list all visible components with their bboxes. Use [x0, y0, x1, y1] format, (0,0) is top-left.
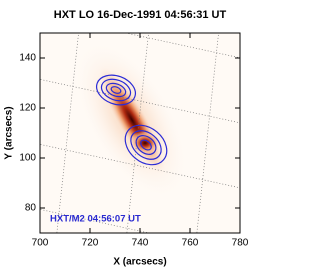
contours — [96, 74, 168, 166]
x-tick-label: 740 — [132, 238, 149, 249]
helio-grid — [124, 33, 240, 59]
x-tick-label: 760 — [182, 238, 199, 249]
chart-title: HXT LO 16-Dec-1991 04:56:31 UT — [54, 9, 227, 21]
annotation: HXT/M2 04:56:07 UT — [50, 214, 141, 225]
helio-grid — [126, 33, 149, 233]
contour — [110, 86, 122, 94]
contour — [124, 124, 168, 166]
contour — [100, 78, 132, 102]
helio-grid — [196, 33, 219, 233]
y-tick-label: 140 — [19, 53, 36, 64]
helio-grid — [40, 208, 151, 233]
x-tick-label: 780 — [232, 238, 249, 249]
helio-grid — [56, 33, 79, 233]
y-tick-label: 100 — [19, 153, 36, 164]
contour — [96, 74, 136, 106]
helio-grid — [40, 143, 240, 189]
y-tick-label: 120 — [19, 103, 36, 114]
y-axis-label: Y (arcsecs) — [4, 106, 15, 159]
helio-grid — [40, 78, 240, 124]
x-tick-label: 720 — [82, 238, 99, 249]
x-tick-label: 700 — [32, 238, 49, 249]
chart: HXT LO 16-Dec-1991 04:56:31 UT X (arcsec… — [4, 9, 249, 268]
contour — [140, 139, 152, 151]
x-axis-label: X (arcsecs) — [113, 257, 166, 268]
image — [40, 33, 240, 233]
contour — [135, 135, 157, 155]
page: HXT LO 16-Dec-1991 04:56:31 UT X (arcsec… — [3, 8, 249, 268]
emission-footpoint — [129, 131, 161, 155]
contour — [105, 82, 127, 98]
y-tick-label: 80 — [25, 203, 37, 214]
contour — [130, 130, 162, 160]
